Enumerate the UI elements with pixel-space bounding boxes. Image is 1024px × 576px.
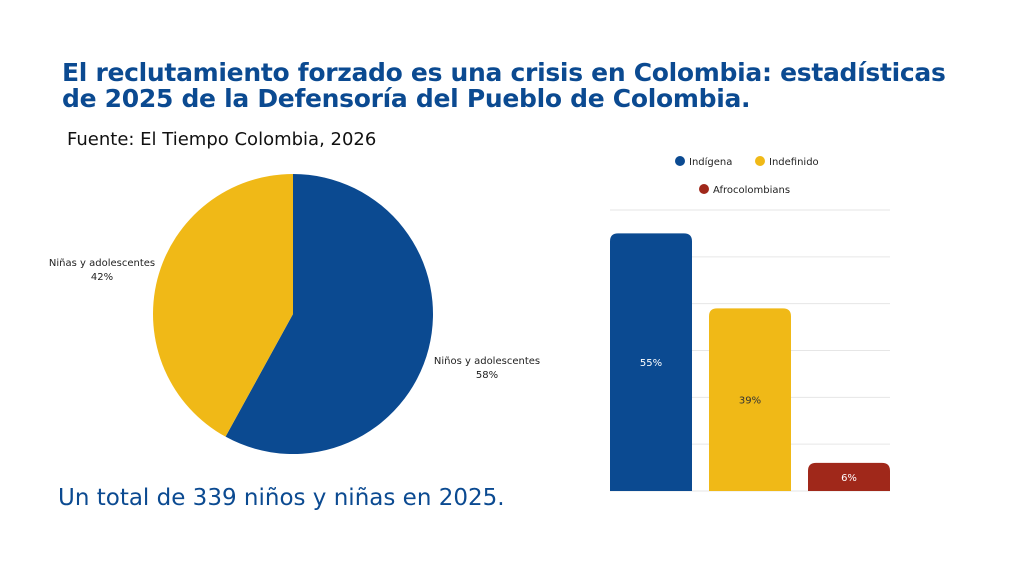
page-title: El reclutamiento forzado es una crisis e… bbox=[62, 60, 1002, 112]
legend-swatch bbox=[675, 156, 685, 166]
bar-value-label: 39% bbox=[739, 396, 761, 407]
bar-value-label: 6% bbox=[841, 473, 857, 484]
source-note: Fuente: El Tiempo Colombia, 2026 bbox=[67, 129, 377, 150]
legend-swatch bbox=[755, 156, 765, 166]
legend-swatch bbox=[699, 184, 709, 194]
legend-label: Afrocolombians bbox=[713, 185, 790, 196]
title-line-2: de 2025 de la Defensoría del Pueblo de C… bbox=[62, 84, 751, 113]
pie-slice-value: 58% bbox=[476, 370, 498, 381]
legend-label: Indefinido bbox=[769, 157, 819, 168]
bar-value-label: 55% bbox=[640, 358, 662, 369]
pie-slice bbox=[153, 174, 293, 437]
legend-label: Indígena bbox=[689, 156, 732, 168]
pie-slice bbox=[225, 174, 434, 454]
total-note: Un total de 339 niños y niñas en 2025. bbox=[58, 485, 505, 511]
pie-slice-value: 42% bbox=[91, 272, 113, 283]
bar bbox=[709, 308, 791, 491]
bar bbox=[808, 462, 890, 491]
bar bbox=[610, 233, 692, 491]
pie-slice-label: Niños y adolescentes bbox=[434, 356, 540, 367]
pie-slice-label: Niñas y adolescentes bbox=[49, 258, 155, 269]
title-line-1: El reclutamiento forzado es una crisis e… bbox=[62, 58, 946, 87]
